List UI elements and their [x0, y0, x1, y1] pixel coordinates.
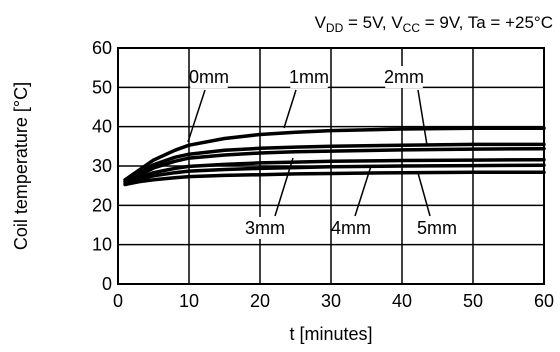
title-vcc-value: = 9V, — [420, 13, 468, 32]
series-leader-line — [283, 89, 297, 129]
series-label-bg — [246, 217, 284, 239]
series-line-2mm — [123, 146, 546, 184]
x-tick-label: 10 — [179, 291, 199, 311]
series-leader-line — [417, 89, 428, 146]
series-label-1mm: 1mm — [289, 67, 329, 87]
y-tick-label: 40 — [92, 117, 112, 137]
series-line-3mm — [123, 157, 546, 184]
y-tick-label: 50 — [92, 77, 112, 97]
series-label-5mm: 5mm — [417, 218, 457, 238]
series-label-3mm: 3mm — [245, 218, 285, 238]
series-leader-line — [274, 157, 294, 217]
series-line-5mm — [123, 170, 546, 187]
y-tick-label: 30 — [92, 156, 112, 176]
title-vdd: V — [315, 13, 327, 32]
y-tick-label: 0 — [102, 274, 112, 294]
series-leader-line — [354, 165, 372, 217]
x-tick-label: 20 — [250, 291, 270, 311]
series-label-2mm: 2mm — [384, 67, 424, 87]
series-line-0mm — [123, 126, 546, 182]
series-leader-line — [417, 172, 431, 217]
x-axis-label: t [minutes] — [289, 324, 372, 344]
y-tick-label: 60 — [92, 38, 112, 58]
tick-labels: 0 10 20 30 40 50 60 0 10 20 30 40 50 60 — [92, 38, 554, 311]
x-tick-label: 60 — [534, 291, 554, 311]
series-label-bg — [190, 66, 228, 88]
series-label-4mm: 4mm — [331, 218, 371, 238]
y-axis-label: Coil temperature [°C] — [11, 82, 31, 250]
chart-title: VDD = 5V, VCC = 9V, Ta = +25°C — [315, 13, 553, 35]
series-line-4mm — [123, 163, 546, 186]
series-line-1mm — [123, 142, 546, 182]
title-vcc-sub: CC — [403, 21, 421, 35]
title-vdd-value: = 5V, — [343, 13, 391, 32]
series-label-bg — [332, 217, 370, 239]
series-label-0mm: 0mm — [189, 67, 229, 87]
x-tick-label: 30 — [321, 291, 341, 311]
series-label-bg — [290, 66, 328, 88]
title-ta: Ta = +25°C — [468, 13, 553, 32]
y-tick-label: 20 — [92, 195, 112, 215]
series-leader-line — [187, 89, 206, 143]
series-lines — [123, 126, 546, 187]
series-label-bg — [385, 66, 423, 88]
title-vdd-sub: DD — [326, 21, 344, 35]
title-vcc: V — [391, 13, 403, 32]
series-labels: 0mm 1mm 2mm 3mm 4mm 5mm — [187, 66, 457, 239]
x-tick-label: 40 — [392, 291, 412, 311]
plot-frame — [117, 47, 545, 285]
y-tick-label: 10 — [92, 235, 112, 255]
x-tick-label: 50 — [463, 291, 483, 311]
x-tick-label: 0 — [113, 291, 123, 311]
series-label-bg — [418, 217, 456, 239]
